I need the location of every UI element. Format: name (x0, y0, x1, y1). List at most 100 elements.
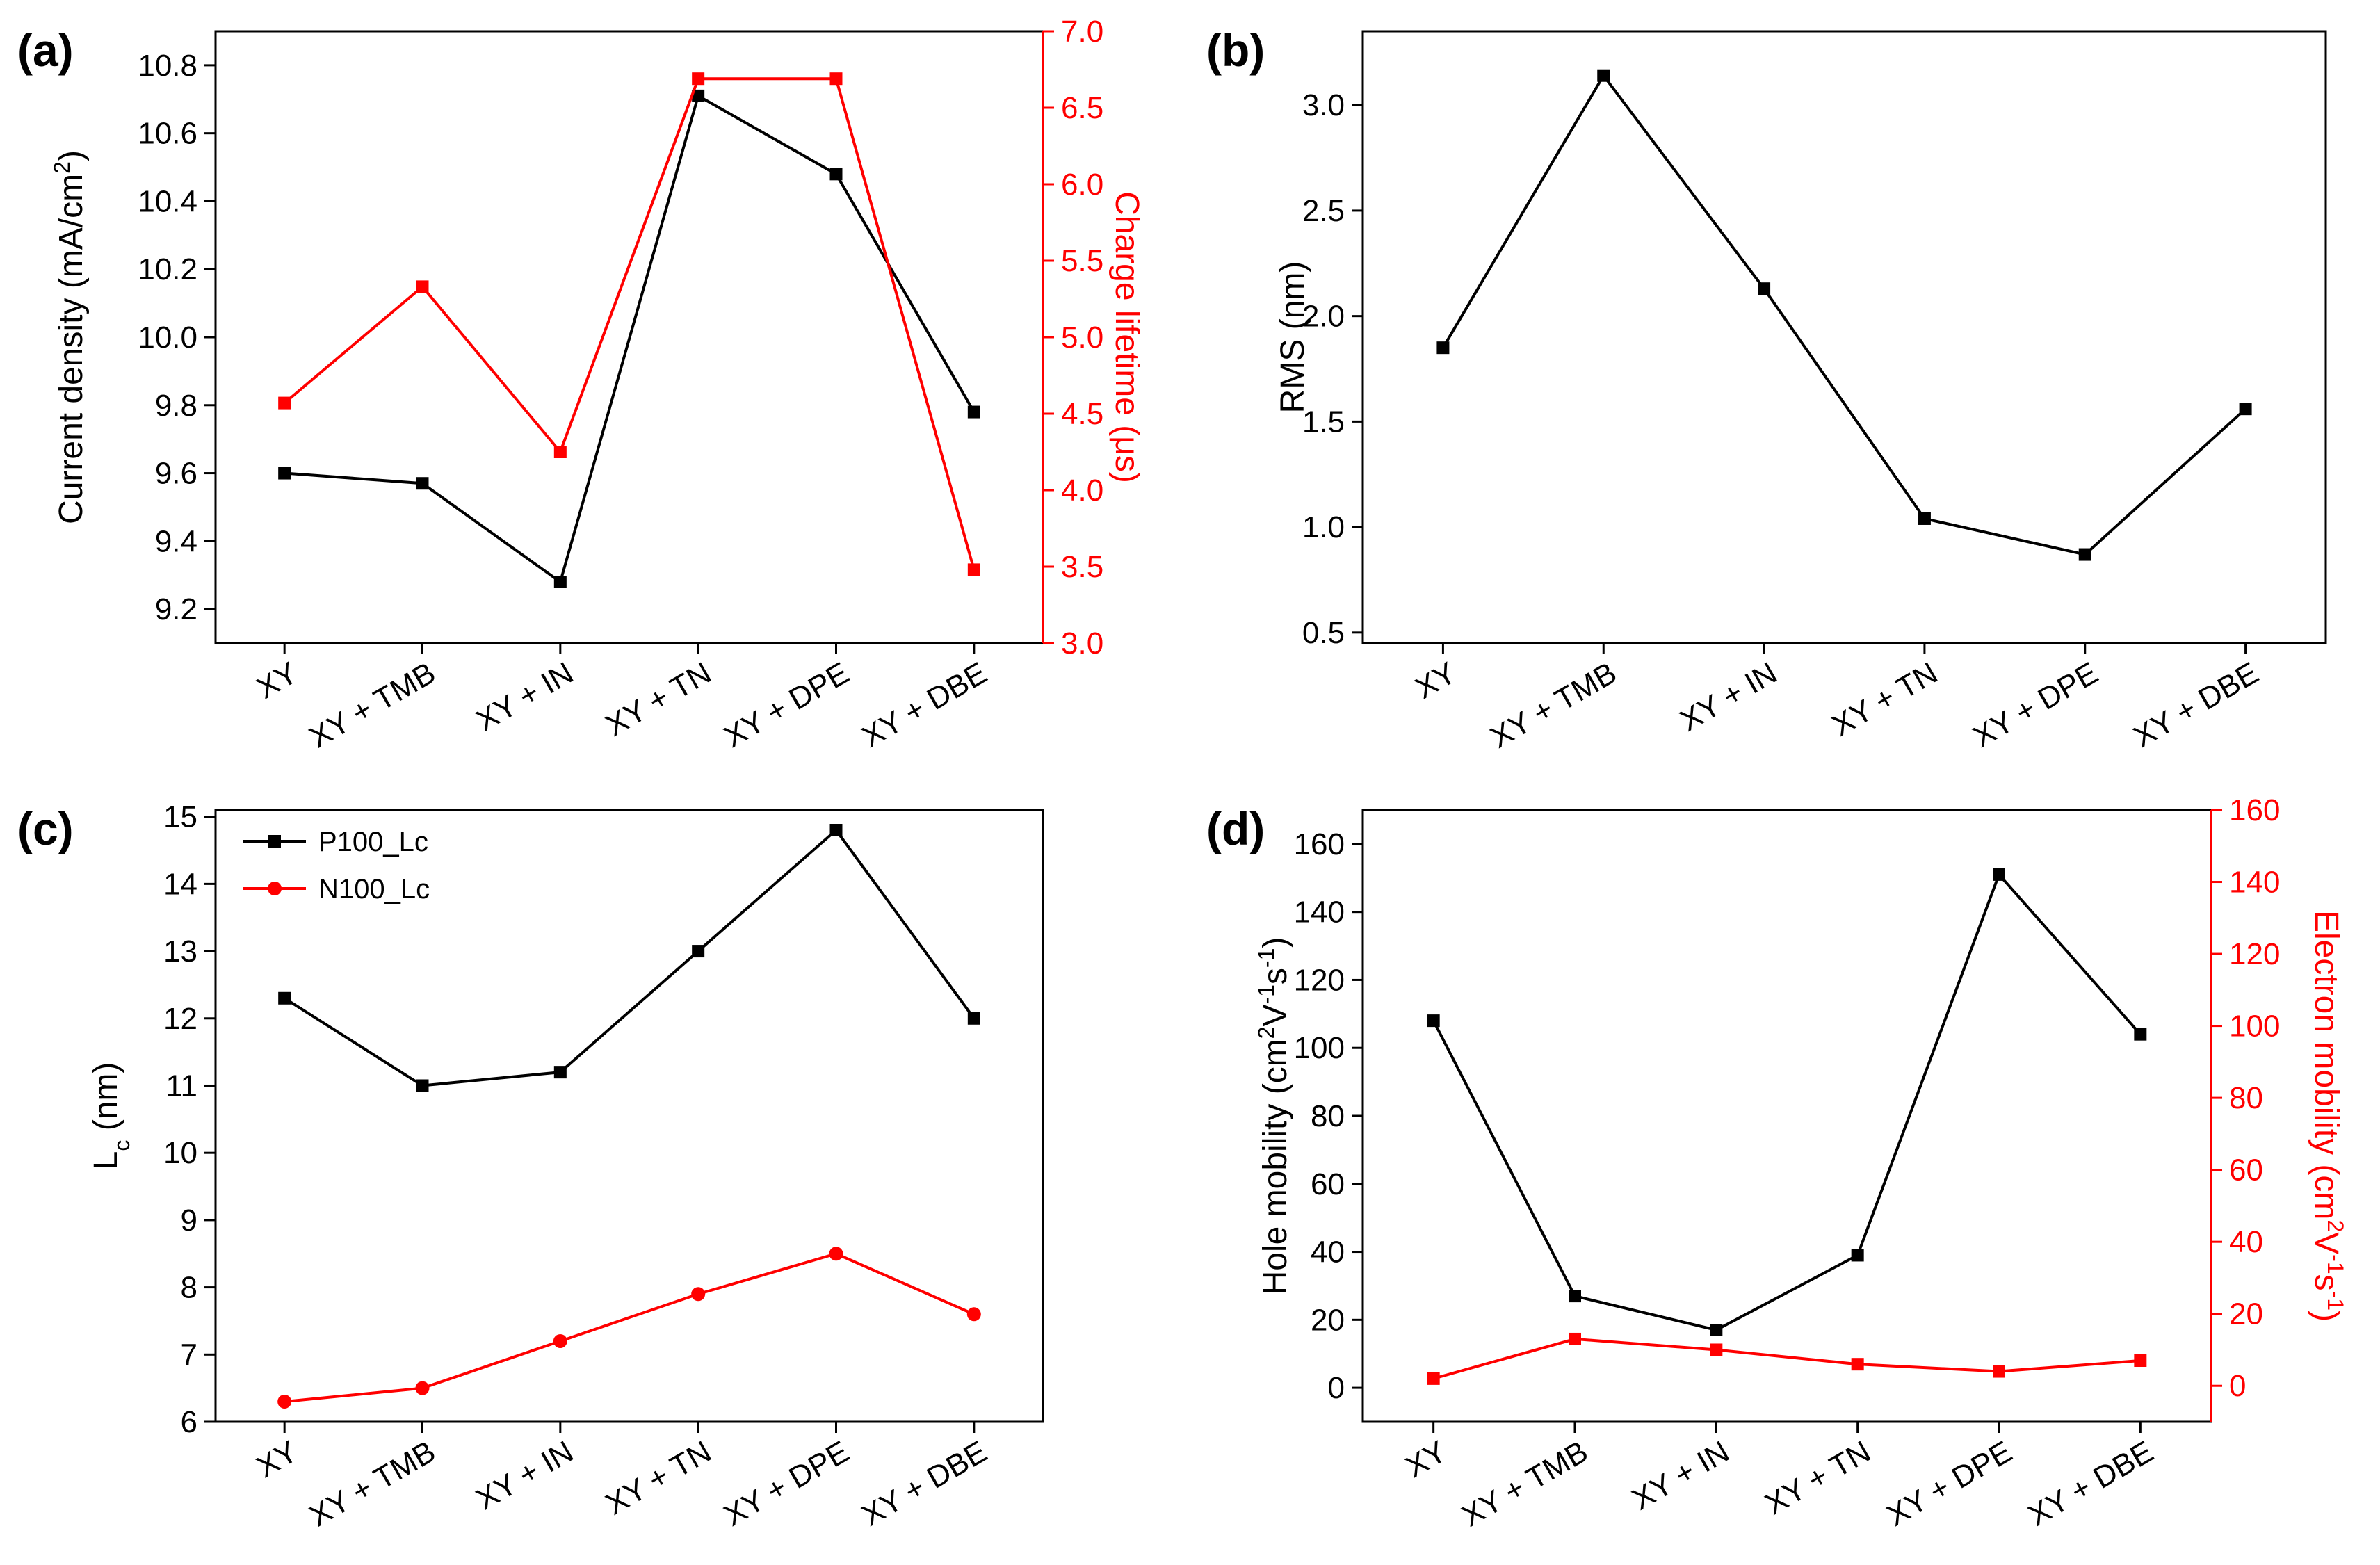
panel-d-left-tick-label: 160 (1294, 827, 1345, 861)
panel-d-left-tick-label: 40 (1311, 1235, 1345, 1270)
panel-d-series-1-point (2134, 1354, 2147, 1367)
panel-c-left-tick-label: 13 (163, 934, 197, 968)
panel-a-left-tick-label: 10.8 (138, 49, 197, 83)
panel-d-right-tick-label: 100 (2229, 1009, 2280, 1044)
panel-c-left-axis-label: Lc (nm) (88, 1062, 134, 1170)
panel-b-label: (b) (1206, 24, 1265, 76)
panel-b-series-0-point (2239, 403, 2252, 416)
panel-c-series-0-point (967, 1012, 980, 1025)
panel-b-series-0-point (1436, 341, 1450, 355)
panel-a-series-0-point (278, 467, 291, 480)
panel-a-left-tick-label: 10.0 (138, 321, 197, 355)
panel-a-left-tick-label: 10.4 (138, 184, 197, 218)
panel-d-series-1-point (1851, 1358, 1864, 1371)
panel-a-series-0-point (829, 168, 843, 181)
panel-c-series-0-point (829, 824, 843, 837)
panel-c-left-tick-label: 15 (163, 800, 197, 834)
panel-a-series-0-point (692, 89, 705, 102)
panel-b-series-0-point (1758, 282, 1771, 295)
panel-a-left-tick-label: 9.2 (155, 592, 197, 626)
panel-d-left-tick-label: 60 (1311, 1167, 1345, 1201)
panel-a-series-1-point (416, 280, 429, 293)
panel-d-left-tick-label: 100 (1294, 1031, 1345, 1065)
panel-d-left-tick-label: 120 (1294, 963, 1345, 997)
panel-c-left-tick-label: 11 (165, 1069, 197, 1103)
panel-d-series-1-point (1427, 1372, 1440, 1385)
panel-d-left-tick-label: 80 (1311, 1099, 1345, 1133)
panel-b-left-tick-label: 2.5 (1302, 194, 1345, 228)
panel-b-left-tick-label: 3.0 (1302, 88, 1345, 122)
panel-a-series-1-point (692, 72, 705, 86)
panel-b-left-tick-label: 0.5 (1302, 616, 1345, 650)
legend-marker (268, 835, 281, 848)
panel-c-left-tick-label: 9 (181, 1203, 197, 1238)
panel-a-series-1-point (553, 446, 567, 458)
panel-d-series-0-point (2134, 1028, 2147, 1041)
panel-c-series-0-line (284, 828, 976, 1087)
panel-c-series-1-point (829, 1247, 843, 1261)
panel-d-series-1-point (1710, 1343, 1723, 1356)
legend-label: N100_Lc (318, 874, 430, 905)
panel-c-series-1-point (691, 1287, 706, 1302)
panel-c-legend: P100_Lc N100_Lc (243, 827, 430, 905)
panel-b-frame (1361, 30, 2327, 644)
panel-d-series-0-point (1569, 1290, 1581, 1303)
panel-a-left-tick-label: 10.2 (138, 252, 197, 286)
panel-d-series-0-point (1427, 1014, 1440, 1028)
panel-a-left-tick-label: 9.6 (155, 457, 197, 491)
panel-d-series-1-point (1993, 1365, 2005, 1378)
panel-a-series-1-point (967, 563, 980, 576)
legend-label: P100_Lc (318, 827, 428, 857)
panel-b-left-tick-label: 1.0 (1302, 510, 1345, 544)
panel-c-series-1-point (277, 1394, 292, 1409)
panel-d-series-0-point (1851, 1249, 1864, 1262)
panel-a-series-1-point (829, 72, 843, 86)
panel-d-label: (d) (1206, 803, 1265, 854)
panel-a-right-tick-label: 4.0 (1061, 473, 1103, 508)
panel-a-series-1-line (283, 77, 976, 570)
panel-a-label: (a) (17, 24, 74, 76)
panel-c-left-tick-label: 7 (181, 1338, 197, 1372)
panel-a-series-1-point (278, 396, 291, 410)
panel-a-right-tick-label: 6.0 (1061, 168, 1103, 202)
panel-b-series-0-point (1918, 512, 1931, 525)
panel-d-right-tick-label: 80 (2229, 1081, 2263, 1115)
panel-c-series-1-point (966, 1307, 981, 1322)
panel-d-right-tick-label: 160 (2229, 793, 2280, 827)
panel-c-left-tick-label: 12 (163, 1002, 197, 1036)
panel-b-series-0-line (1441, 73, 2247, 556)
panel-c-series-0-point (692, 945, 705, 958)
panel-b-left-tick-label: 2.0 (1302, 300, 1345, 334)
panel-c-left-tick-label: 6 (181, 1405, 197, 1439)
panel-d-left-tick-label: 0 (1328, 1371, 1345, 1405)
panel-c-series-0-point (553, 1066, 567, 1079)
panel-a-left-axis-label: Current density (mA/cm2) (49, 150, 90, 524)
panel-a-right-tick-label: 5.0 (1061, 321, 1103, 355)
panel-c-left-tick-label: 10 (163, 1136, 197, 1170)
panel-a-series-0-point (416, 477, 429, 490)
panel-d-series-0-line (1432, 872, 2142, 1332)
panel-a-left-tick-label: 10.6 (138, 117, 197, 151)
panel-c-label: (c) (17, 803, 74, 854)
panel-d-right-tick-label: 40 (2229, 1225, 2263, 1259)
panel-a-left-tick-label: 9.4 (155, 524, 197, 558)
panel-c-frame (214, 809, 1044, 1423)
panel-c-series-1-line (284, 1252, 975, 1403)
panel-a-left-tick-label: 9.8 (155, 389, 197, 423)
panel-a-right-tick-label: 3.5 (1061, 550, 1103, 584)
panel-c-left-tick-label: 14 (163, 867, 197, 901)
panel-a-right-axis-label: Charge lifetime (μs) (1108, 191, 1145, 483)
panel-a-right-tick-label: 4.5 (1061, 397, 1103, 431)
panel-a-right-tick-label: 5.5 (1061, 244, 1103, 278)
panel-d-series-1-point (1569, 1332, 1581, 1345)
legend-marker (268, 882, 282, 895)
panel-a-series-0-point (553, 576, 567, 588)
panel-b-series-0-point (2078, 548, 2091, 561)
panel-d-series-0-point (1993, 868, 2005, 881)
panel-c-series-1-point (415, 1381, 430, 1395)
panel-c-series-0-point (416, 1079, 429, 1092)
panel-a-series-0-point (967, 405, 980, 419)
panel-d-right-tick-label: 60 (2229, 1153, 2263, 1187)
panel-d-series-1-line (1433, 1337, 2141, 1380)
